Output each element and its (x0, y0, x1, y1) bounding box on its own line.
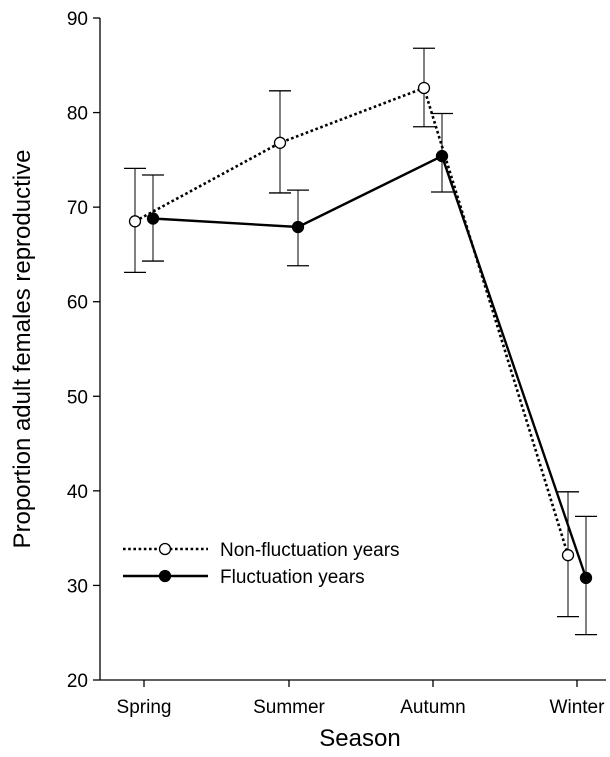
legend-marker (158, 569, 172, 583)
series-line (152, 154, 588, 579)
x-tick-label: Autumn (400, 697, 465, 718)
data-point (291, 220, 305, 234)
y-axis-title: Proportion adult females reproductive (9, 150, 36, 549)
x-tick-label: Winter (550, 697, 606, 718)
data-points (128, 81, 593, 585)
y-tick-label: 90 (67, 9, 88, 30)
legend: Non-fluctuation years Fluctuation years (123, 540, 400, 588)
x-tick-label: Spring (117, 697, 172, 718)
legend-marker (158, 542, 172, 556)
legend-label: Fluctuation years (220, 567, 365, 588)
data-point (561, 549, 575, 562)
data-point (417, 81, 431, 95)
y-tick-label: 20 (67, 671, 88, 692)
y-tick-label: 70 (67, 198, 88, 219)
axes: 20 30 40 50 60 70 80 90 Spring Summer Autumn Winter (67, 9, 606, 718)
data-point (128, 215, 142, 228)
y-tick-label: 30 (67, 576, 88, 597)
x-tick-label: Summer (253, 697, 325, 718)
data-point (273, 136, 287, 149)
y-tick-label: 50 (67, 387, 88, 408)
legend-label: Non-fluctuation years (220, 540, 400, 561)
data-point (435, 149, 449, 163)
data-point (146, 212, 160, 225)
x-axis-title: Season (319, 725, 400, 752)
series-line (134, 86, 570, 556)
data-point (579, 571, 593, 585)
series-lines (134, 86, 588, 579)
y-tick-label: 40 (67, 482, 88, 503)
y-tick-label: 60 (67, 293, 88, 314)
y-tick-label: 80 (67, 104, 88, 125)
